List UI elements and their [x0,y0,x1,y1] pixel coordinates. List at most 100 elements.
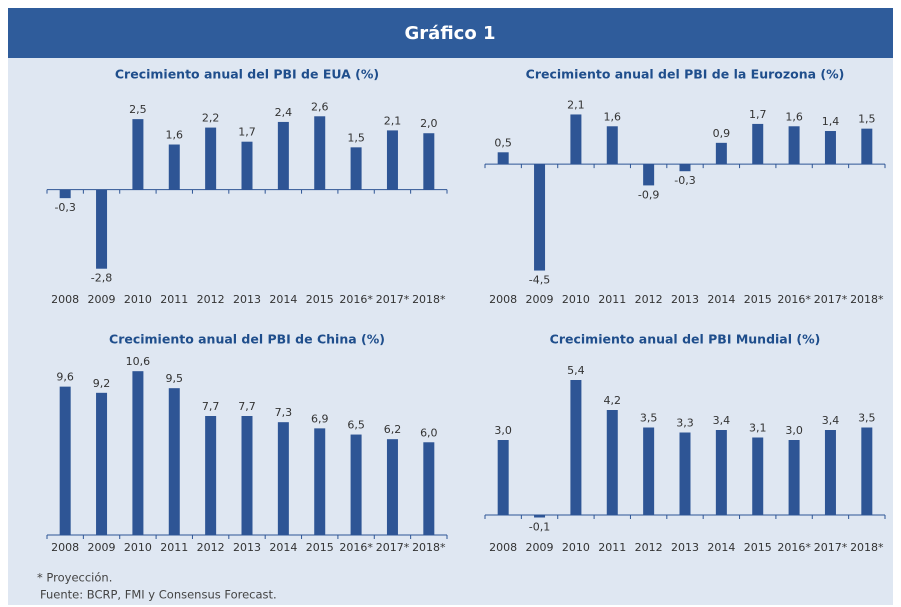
bar [534,515,546,518]
x-tick-label: 2009 [88,541,116,554]
data-label: 5,4 [567,364,585,377]
x-tick-label: 2018* [850,541,884,554]
x-tick-label: 2008 [51,541,79,554]
x-tick-label: 2013 [671,293,699,306]
data-label: 2,1 [567,98,585,111]
bar [314,428,326,535]
bar [570,114,582,165]
bar [168,388,180,535]
data-label: 1,7 [238,126,256,139]
x-tick-label: 2011 [598,293,626,306]
data-label: 3,0 [785,424,803,437]
data-label: 6,2 [384,423,402,436]
bar [570,380,582,515]
bar [534,164,546,271]
bar [277,121,289,190]
x-tick-label: 2012 [197,293,225,306]
x-tick-label: 2014 [707,293,735,306]
bar [386,130,398,190]
bar [205,416,217,535]
bar [788,126,800,165]
bar [205,127,217,190]
data-label: 2,2 [202,112,220,125]
bar [132,371,144,535]
data-label: 6,5 [347,419,365,432]
bar [96,189,108,269]
data-label: 2,4 [275,106,293,119]
data-label: 1,6 [604,110,622,123]
x-tick-label: 2008 [489,541,517,554]
bar [606,410,618,515]
chart-title: Crecimiento anual del PBI Mundial (%) [550,332,821,347]
note: Fuente: BCRP, FMI y Consensus Forecast. [40,588,277,602]
bar [168,144,180,190]
bar [861,128,873,165]
bar [788,440,800,515]
bar [752,437,764,515]
bar [497,152,509,165]
x-tick-label: 2008 [489,293,517,306]
bar [643,164,655,186]
data-label: 2,0 [420,117,438,130]
data-label: 9,5 [166,372,184,385]
bar [643,427,655,515]
data-label: 1,5 [858,113,876,126]
x-tick-label: 2015 [744,541,772,554]
bar [824,131,836,165]
data-label: 3,5 [858,412,876,425]
bar [350,434,362,535]
data-label: 7,7 [238,400,256,413]
bar [715,430,727,515]
bar [241,416,253,535]
data-label: 2,6 [311,100,329,113]
x-tick-label: 2016* [339,293,373,306]
data-label: 9,2 [93,377,111,390]
x-tick-label: 2008 [51,293,79,306]
x-tick-label: 2009 [526,293,554,306]
bar [241,141,253,190]
bar [752,123,764,165]
note: * Proyección. [37,571,112,585]
x-tick-label: 2010 [124,541,152,554]
data-label: 7,7 [202,400,220,413]
bar [96,392,108,535]
chart-title: Crecimiento anual del PBI de China (%) [109,332,385,347]
x-tick-label: 2018* [412,293,446,306]
header-title: Gráfico 1 [405,23,496,44]
x-tick-label: 2018* [850,293,884,306]
x-tick-label: 2015 [744,293,772,306]
x-tick-label: 2017* [376,541,410,554]
bar [386,439,398,535]
data-label: 2,5 [129,103,147,116]
x-tick-label: 2010 [562,293,590,306]
bar [861,427,873,515]
x-tick-label: 2009 [526,541,554,554]
data-label: 0,5 [494,136,512,149]
header-bar [8,8,893,58]
x-tick-label: 2011 [160,293,188,306]
data-label: 3,0 [494,424,512,437]
data-label: 10,6 [126,355,151,368]
bar [497,440,509,515]
bar [59,386,71,535]
data-label: 1,4 [822,115,840,128]
data-label: 2,1 [384,114,402,127]
data-label: 6,9 [311,412,329,425]
bar [350,147,362,190]
data-label: 3,3 [676,417,694,430]
x-tick-label: 2014 [269,293,297,306]
bar [679,432,691,515]
chart-title: Crecimiento anual del PBI de EUA (%) [115,67,379,82]
x-tick-label: 2014 [269,541,297,554]
data-label: 3,1 [749,422,767,435]
data-label: 3,4 [713,414,731,427]
x-tick-label: 2016* [339,541,373,554]
x-tick-label: 2013 [233,293,261,306]
bar [679,164,691,172]
bar [423,133,435,190]
bar [277,422,289,535]
x-tick-label: 2015 [306,293,334,306]
x-tick-label: 2015 [306,541,334,554]
data-label: 4,2 [604,394,622,407]
data-label: 3,5 [640,412,658,425]
